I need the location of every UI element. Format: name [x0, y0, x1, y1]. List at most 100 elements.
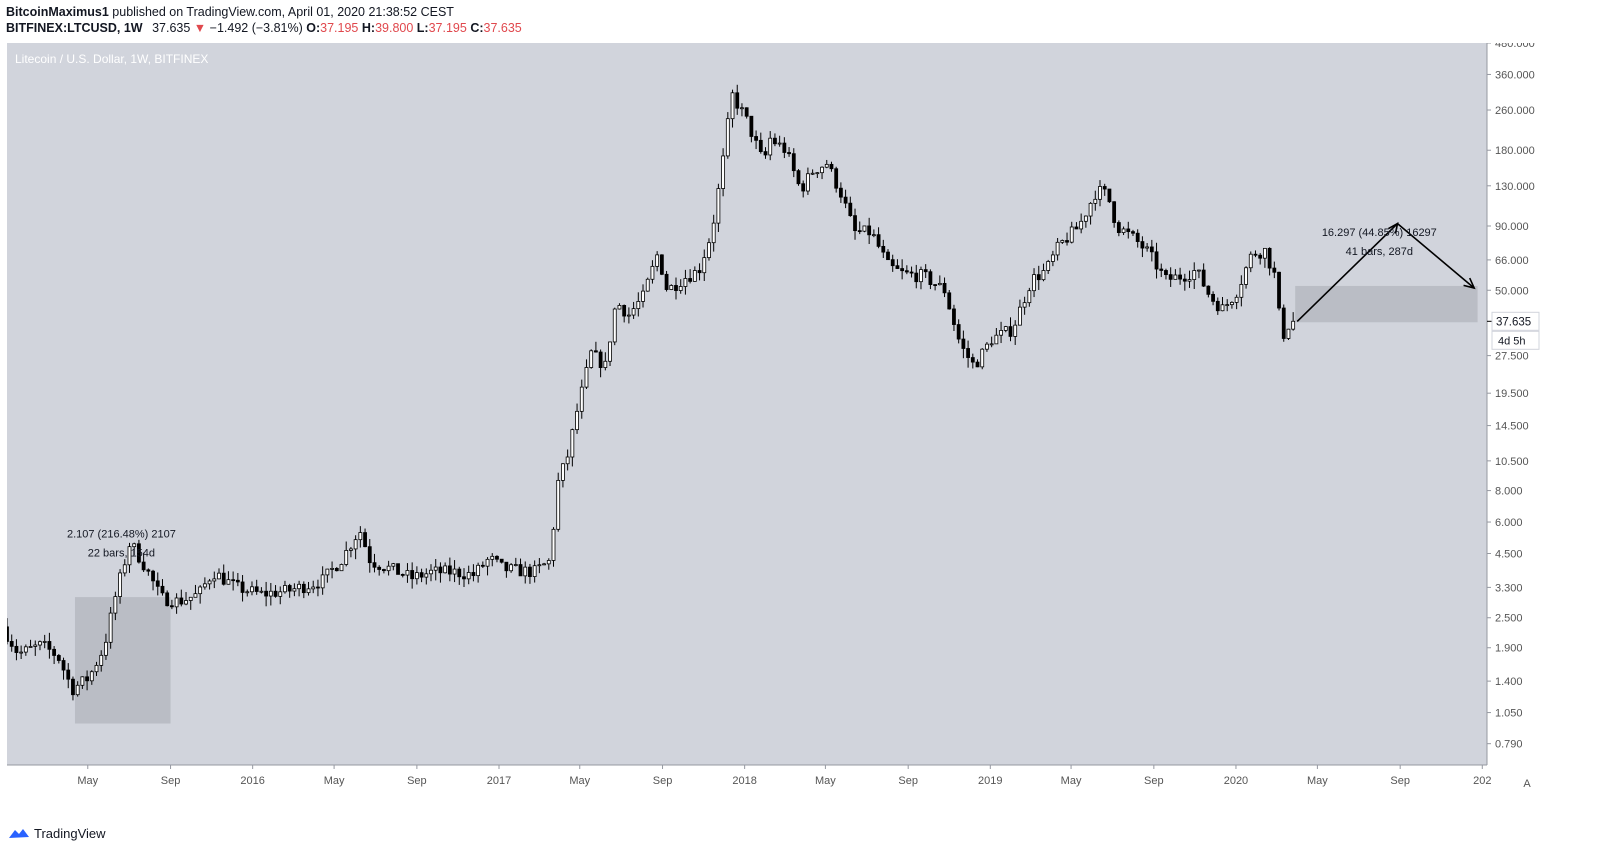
candle	[1065, 232, 1069, 246]
candle-body	[1267, 247, 1272, 269]
candle	[617, 303, 622, 310]
chart-header: BitcoinMaximus1 published on TradingView…	[6, 4, 1406, 36]
candle	[1050, 250, 1055, 267]
time-tick-label: 2018	[732, 775, 756, 787]
candle-body	[645, 278, 650, 292]
author-name[interactable]: BitcoinMaximus1	[6, 5, 109, 19]
candle-body	[476, 564, 481, 577]
candle-body	[339, 564, 344, 572]
chart-area[interactable]: 2.107 (216.48%) 2107 22 bars, 154d 16.297 …	[7, 43, 1540, 798]
candle	[1036, 265, 1041, 290]
candle	[626, 307, 631, 324]
candle	[561, 463, 565, 488]
candle	[377, 565, 382, 576]
candle-body	[561, 463, 565, 481]
price-tick-label: 50.000	[1495, 285, 1529, 297]
candle-body	[433, 566, 438, 571]
candle-body	[989, 343, 994, 346]
candle	[829, 161, 834, 172]
candle-body	[1055, 241, 1060, 256]
last-price: 37.635	[152, 21, 191, 35]
candle	[730, 89, 735, 128]
time-tick-label: Sep	[898, 775, 918, 787]
candle	[806, 167, 810, 195]
candle	[871, 229, 876, 238]
time-tick-label: May	[77, 775, 98, 787]
price-tick-label: 2.500	[1495, 613, 1523, 625]
candle	[528, 563, 532, 584]
candle	[495, 555, 499, 563]
candle-body	[923, 269, 928, 273]
candle	[1154, 242, 1159, 279]
candle-body	[834, 168, 839, 189]
time-tick-label: 2020	[1224, 775, 1248, 787]
candle-body	[1211, 293, 1215, 302]
candle-body	[810, 172, 815, 175]
symbol-label[interactable]: BITFINEX:LTCUSD, 1W	[6, 21, 143, 35]
candle-body	[188, 596, 193, 601]
candle	[202, 577, 207, 590]
candle	[424, 568, 429, 585]
candle-body	[1239, 284, 1244, 298]
price-tick-label: 0.790	[1495, 739, 1523, 751]
candle	[740, 103, 744, 117]
candle	[400, 573, 405, 578]
candle-body	[245, 591, 250, 594]
time-tick-label: May	[1061, 775, 1082, 787]
candle-body	[1173, 274, 1178, 280]
low-label: L:	[416, 21, 429, 35]
candle-body	[19, 651, 24, 654]
candle-body	[570, 429, 575, 458]
candle	[1121, 226, 1126, 236]
candle-body	[71, 678, 75, 696]
candle	[231, 571, 236, 591]
candle-body	[349, 548, 353, 551]
candle	[862, 225, 867, 233]
candle	[1178, 267, 1182, 285]
candle-body	[631, 308, 636, 316]
candle	[1140, 236, 1145, 258]
candle	[1164, 268, 1168, 280]
auto-scale-button[interactable]: A	[1523, 778, 1531, 790]
candle-body	[1107, 188, 1112, 203]
candle	[1093, 190, 1098, 211]
candle-body	[28, 646, 33, 648]
candle	[631, 301, 636, 319]
price-chart[interactable]: 2.107 (216.48%) 2107 22 bars, 154d 16.297 …	[7, 43, 1540, 798]
candle-body	[363, 532, 367, 548]
candle	[1032, 268, 1036, 298]
candle-body	[254, 586, 259, 592]
price-tick-label: 66.000	[1495, 255, 1529, 267]
candle-body	[1244, 267, 1248, 285]
candle-body	[297, 583, 301, 590]
candle-body	[890, 259, 895, 267]
candle	[452, 560, 457, 583]
candle	[19, 645, 24, 660]
candle	[23, 644, 28, 656]
price-tick-label: 360.000	[1495, 69, 1535, 81]
candle-body	[447, 565, 452, 575]
candle-body	[697, 270, 702, 274]
candle	[268, 582, 273, 606]
candle	[155, 572, 160, 596]
candle-body	[702, 257, 707, 274]
change-arrow-icon: ▼	[193, 21, 207, 35]
candle	[1008, 317, 1013, 342]
candle	[56, 653, 61, 664]
candle-body	[1098, 186, 1102, 200]
footer-brand: TradingView	[34, 825, 106, 841]
candle	[254, 579, 259, 595]
candle	[165, 590, 170, 607]
close-value: 37.635	[483, 21, 522, 35]
candle-body	[155, 580, 160, 587]
candle-body	[612, 308, 617, 343]
candle	[669, 284, 674, 291]
candle	[904, 265, 909, 275]
candle	[1018, 299, 1022, 326]
candle-body	[1253, 253, 1258, 256]
candle	[235, 572, 240, 587]
candle-body	[386, 565, 391, 572]
candle	[890, 254, 895, 272]
candle-body	[198, 586, 203, 595]
candle-body	[1032, 274, 1036, 292]
